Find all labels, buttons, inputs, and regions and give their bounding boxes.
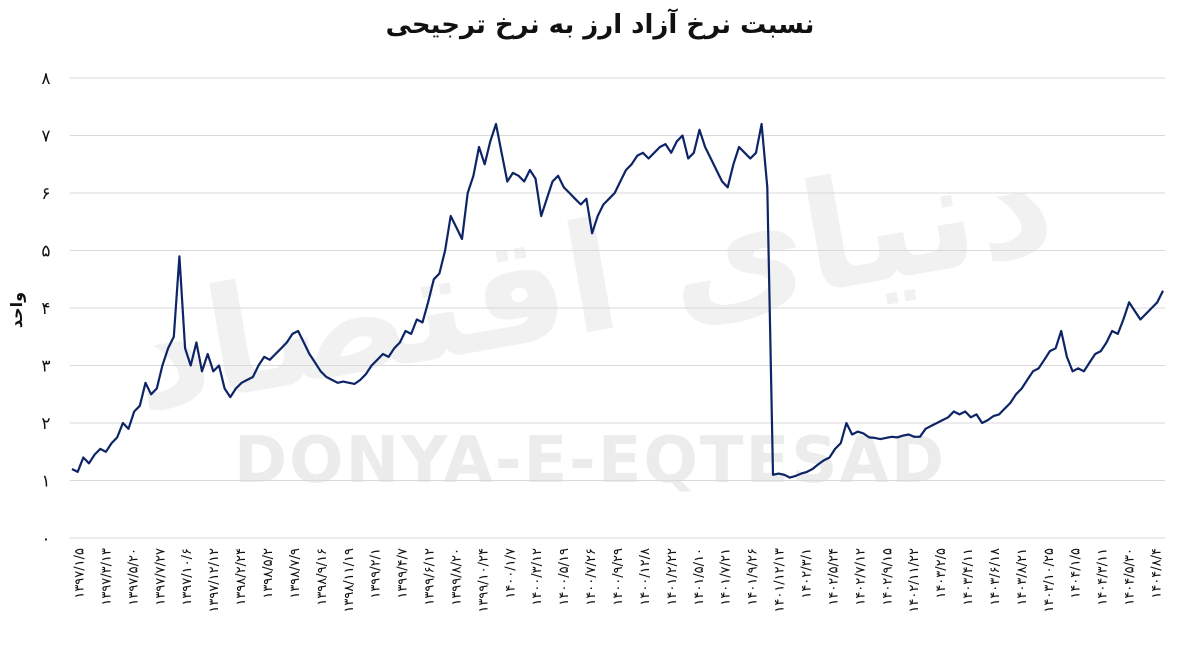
x-tick-label: ۱۳۹۹/۸/۲۰	[449, 548, 464, 606]
y-tick-label: ۱	[41, 472, 50, 492]
x-tick-label: ۱۴۰۰/۷/۲۶	[584, 548, 599, 606]
x-tick-label: ۱۴۰۳/۴/۱۱	[961, 548, 976, 606]
watermark-fa: دنیای اقتصاد	[117, 113, 1066, 446]
x-tick-label: ۱۴۰۱/۹/۲۶	[746, 548, 761, 606]
series-line	[71, 122, 1164, 479]
x-tick-label: ۱۳۹۷/۷/۲۷	[153, 548, 168, 606]
x-tick-label: ۱۳۹۹/۴/۷	[396, 548, 411, 599]
x-tick-label: ۱۳۹۷/۵/۲۰	[126, 548, 141, 606]
x-tick-label: ۱۴۰۲/۵/۲۴	[826, 548, 841, 606]
x-tick-label: ۱۳۹۸/۱۱/۱۹	[342, 548, 357, 613]
x-tick-label: ۱۴۰۰/۱۲/۸	[638, 548, 653, 606]
y-tick-label: ۸	[41, 69, 50, 89]
x-tick-label: ۱۴۰۴/۱/۵	[1069, 548, 1084, 599]
y-tick-label: ۶	[41, 184, 50, 204]
x-tick-label: ۱۳۹۹/۶/۱۲	[423, 548, 438, 606]
x-tick-label: ۱۴۰۱/۱۲/۱۳	[773, 548, 788, 613]
x-tick-label: ۱۳۹۷/۱/۵	[73, 548, 88, 599]
x-tick-label: ۱۴۰۳/۸/۲۱	[1015, 548, 1030, 606]
y-tick-label: ۵	[41, 242, 50, 262]
x-tick-label: ۱۳۹۹/۱۰/۲۴	[476, 548, 491, 613]
x-tick-label: ۱۴۰۱/۷/۲۱	[719, 548, 734, 606]
x-tick-label: ۱۴۰۰/۹/۲۹	[611, 548, 626, 606]
x-tick-label: ۱۳۹۷/۳/۱۳	[99, 548, 114, 606]
y-tick-label: ۴	[41, 299, 50, 319]
y-tick-label: ۰	[41, 529, 50, 549]
x-tick-label: ۱۴۰۳/۱۰/۲۵	[1042, 548, 1057, 613]
x-tick-label: ۱۴۰۲/۱۱/۲۲	[907, 548, 922, 613]
x-tick-label: ۱۳۹۸/۲/۲۴	[234, 548, 249, 606]
grid-lines	[70, 77, 1165, 539]
x-tick-label: ۱۴۰۴/۳/۱۱	[1096, 548, 1111, 606]
y-tick-label: ۲	[41, 414, 50, 434]
x-tick-label: ۱۴۰۴/۸/۴	[1150, 548, 1165, 599]
x-tick-label: ۱۴۰۲/۹/۱۵	[880, 548, 895, 606]
x-tick-label: ۱۳۹۹/۲/۱	[369, 548, 384, 599]
x-tick-label: ۱۴۰۳/۶/۱۸	[988, 548, 1003, 606]
x-tick-label: ۱۴۰۰/۳/۱۲	[530, 548, 545, 606]
x-tick-label: ۱۴۰۳/۲/۵	[934, 548, 949, 599]
x-axis-ticks: ۱۳۹۷/۱/۵ ۱۳۹۷/۳/۱۳ ۱۳۹۷/۵/۲۰ ۱۳۹۷/۷/۲۷ ۱۳۹۷/…	[73, 548, 1165, 613]
x-tick-label: ۱۴۰۴/۵/۳۰	[1123, 548, 1138, 606]
x-tick-label: ۱۴۰۲/۳/۱	[799, 548, 814, 599]
y-tick-label: ۷	[41, 127, 50, 147]
x-tick-label: ۱۴۰۱/۵/۱۰	[692, 548, 707, 606]
x-tick-label: ۱۳۹۸/۷/۹	[288, 548, 303, 599]
x-tick-label: ۱۴۰۰/۵/۱۹	[557, 548, 572, 606]
x-tick-label: ۱۳۹۷/۱۲/۱۲	[207, 548, 222, 613]
x-tick-label: ۱۳۹۸/۵/۲	[261, 548, 276, 599]
x-tick-label: ۱۳۹۷/۱۰/۶	[180, 548, 195, 606]
chart-title: نسبت نرخ آزاد ارز به نرخ ترجیحی	[385, 10, 815, 40]
y-tick-label: ۳	[41, 357, 50, 377]
x-tick-label: ۱۴۰۰/۱/۷	[503, 548, 518, 599]
x-tick-label: ۱۴۰۱/۲/۲۲	[665, 548, 680, 606]
y-axis-ticks: ۰ ۱ ۲ ۳ ۴ ۵ ۶ ۷ ۸	[41, 69, 50, 549]
watermark-en: DONYA-E-EQTESAD	[234, 424, 946, 498]
x-tick-label: ۱۴۰۲/۷/۱۲	[853, 548, 868, 606]
x-tick-label: ۱۳۹۸/۹/۱۶	[315, 548, 330, 606]
y-axis-label: واحد	[7, 292, 26, 328]
